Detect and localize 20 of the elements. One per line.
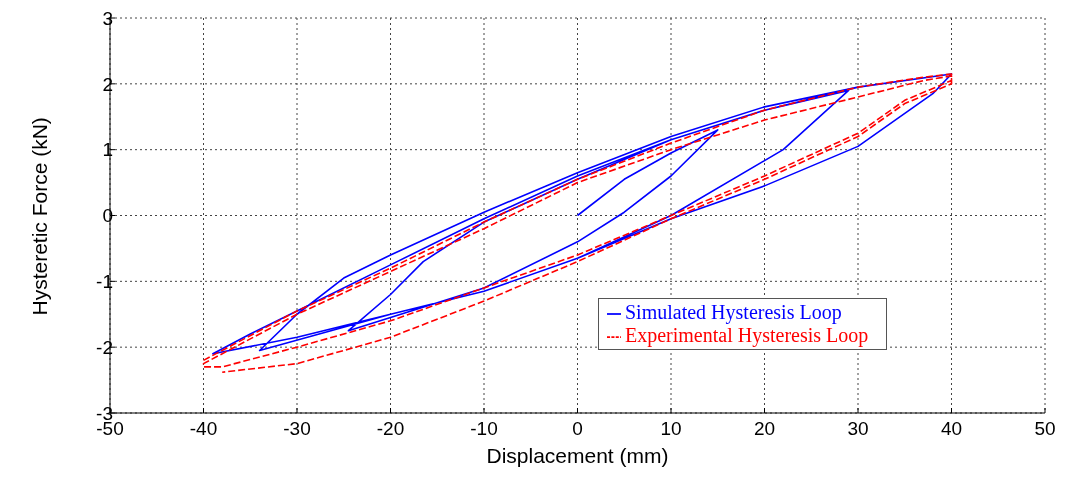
y-axis-title: Hysteretic Force (kN) xyxy=(28,117,52,316)
y-tick-label: -2 xyxy=(96,336,113,358)
x-axis-title: Displacement (mm) xyxy=(486,444,669,467)
x-tick-label: 50 xyxy=(1034,418,1056,440)
x-tick-label: 30 xyxy=(847,418,869,440)
y-tick-label: 1 xyxy=(102,139,113,161)
y-tick-label: 0 xyxy=(102,205,113,227)
y-tick-label: 3 xyxy=(102,7,113,29)
x-tick-label: -30 xyxy=(283,418,311,440)
y-tick-label: 2 xyxy=(102,73,113,95)
x-tick-label: -40 xyxy=(189,418,218,440)
legend-label: Simulated Hysteresis Loop xyxy=(625,301,842,323)
x-tick-label: 20 xyxy=(753,418,776,440)
legend-label: Experimental Hysteresis Loop xyxy=(625,324,869,346)
y-tick-label: -1 xyxy=(96,271,113,293)
x-tick-label: -10 xyxy=(470,418,498,440)
x-tick-label: 40 xyxy=(940,418,963,440)
x-tick-label: -20 xyxy=(376,418,405,440)
x-tick-label: 10 xyxy=(660,418,682,440)
x-tick-label: 0 xyxy=(572,418,583,440)
